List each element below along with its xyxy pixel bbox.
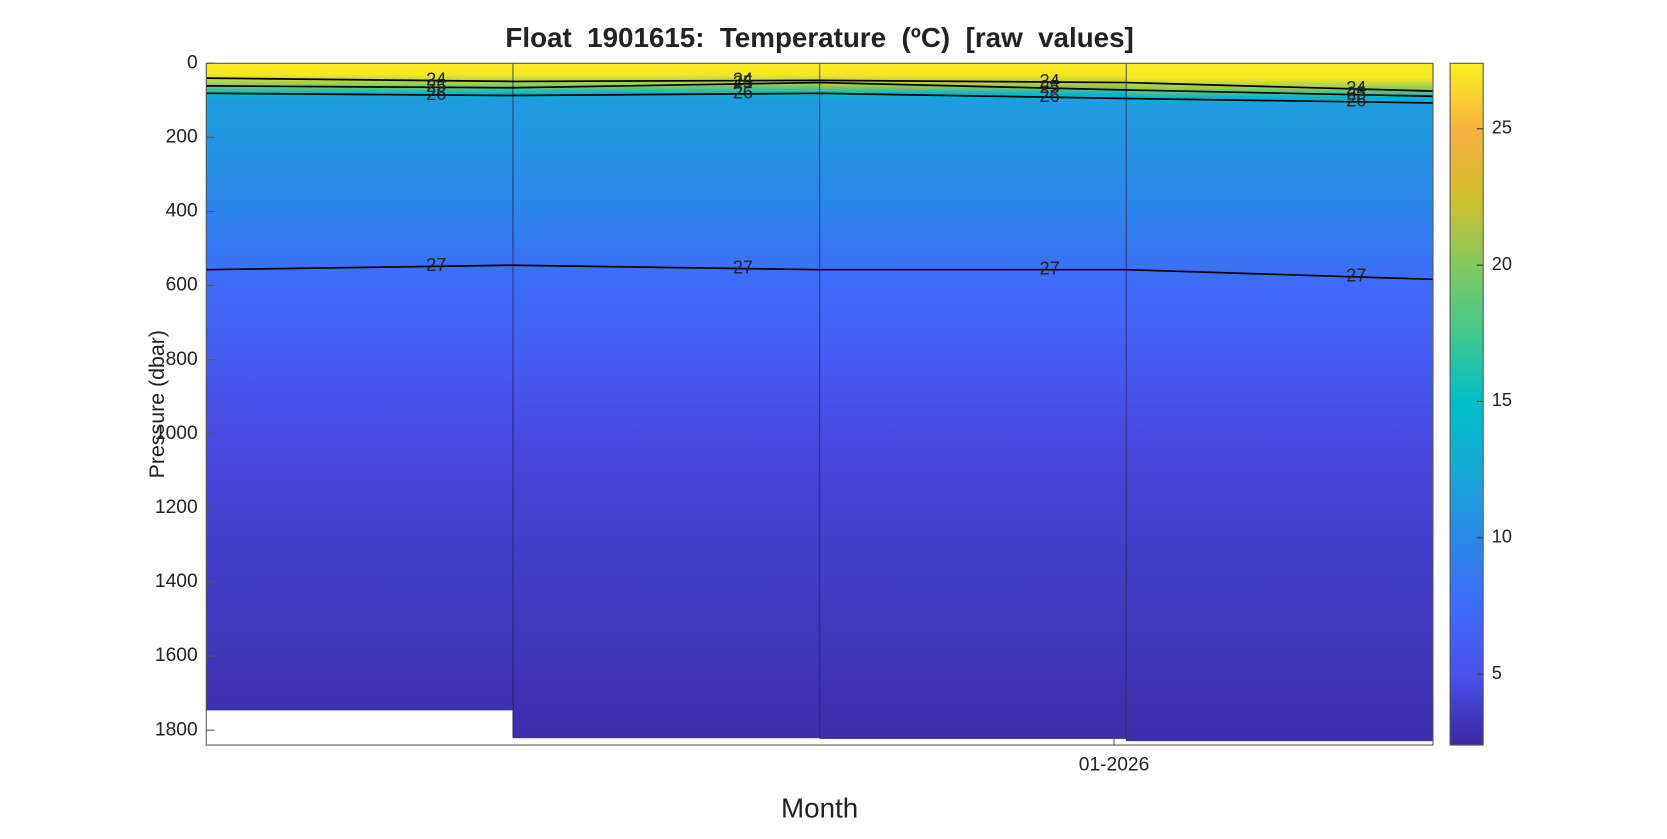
contour-line: [206, 92, 1433, 104]
contour-label: 27: [1346, 266, 1366, 286]
profile-band: [512, 211, 820, 287]
profile-band: [819, 211, 1127, 287]
colorbar-tick-label: 5: [1492, 663, 1502, 683]
colorbar-tick-label: 15: [1492, 390, 1512, 410]
profile-band: [512, 433, 820, 509]
y-tick-label: 0: [187, 52, 198, 73]
contour-label: 26: [1346, 91, 1366, 111]
chart-title: Float 1901615: Temperature (ºC) [raw val…: [505, 22, 1133, 53]
profile-band: [512, 285, 820, 361]
profile-band: [206, 285, 513, 361]
y-tick-label: 1600: [155, 645, 198, 666]
profile-band: [206, 63, 513, 75]
contour-label: 24: [426, 69, 446, 89]
colorbar-tick-label: 25: [1492, 118, 1512, 138]
profile-band: [819, 63, 1127, 75]
profile-band: [1126, 656, 1433, 742]
profile-band: [206, 507, 513, 583]
contour-label: 26: [426, 84, 446, 104]
y-tick-label: 1000: [155, 423, 198, 444]
profile-band: [512, 507, 820, 583]
profile-band: [819, 656, 1127, 739]
profile-band: [819, 92, 1127, 101]
y-tick-label: 1400: [155, 571, 198, 592]
profile-band: [206, 656, 513, 711]
contour-line: [206, 81, 1433, 98]
colorbar-tick-label: 20: [1492, 254, 1512, 274]
profile-band: [819, 507, 1127, 583]
contour-label: 27: [426, 255, 446, 275]
contour-label: 26: [733, 83, 753, 103]
profile-band: [512, 85, 820, 94]
profile-band: [206, 85, 513, 94]
profile-band: [206, 433, 513, 509]
profile-band: [1126, 63, 1433, 79]
contour-line: [206, 264, 1434, 281]
y-tick-label: 1800: [155, 719, 198, 740]
profile-band: [206, 582, 513, 657]
profile-band: [819, 74, 1127, 87]
profile-band: [1126, 78, 1433, 90]
contour-label: 25: [733, 73, 753, 93]
contour-line: [206, 77, 1434, 92]
profile-band: [206, 92, 513, 101]
profile-band: [512, 582, 820, 657]
contour-label: 25: [1040, 77, 1060, 97]
y-tick-label: 1200: [155, 497, 198, 518]
profile-band: [1126, 582, 1433, 657]
y-axis-label: Pressure (dbar): [145, 330, 169, 478]
profile-band: [819, 359, 1127, 435]
plot-frame: [205, 62, 1434, 746]
profile-band: [819, 100, 1127, 138]
x-axis-label: Month: [781, 793, 858, 824]
y-tick-label: 200: [166, 126, 198, 147]
profile-band: [1126, 433, 1433, 509]
profile-band: [206, 100, 513, 138]
y-tick-label: 800: [166, 349, 198, 370]
profile-band: [819, 137, 1127, 213]
profile-band: [512, 359, 820, 435]
profile-band: [1126, 285, 1433, 361]
profile-band: [1126, 359, 1433, 435]
profile-band: [512, 137, 820, 213]
profile-band: [819, 285, 1127, 361]
profile-band: [1126, 104, 1433, 138]
x-tick-label: 01-2026: [1079, 754, 1150, 775]
profile-band: [819, 85, 1127, 94]
profile-band: [819, 433, 1127, 509]
profile-band: [1126, 137, 1433, 213]
contour-label: 24: [1346, 78, 1366, 98]
y-tick-label: 400: [166, 201, 198, 222]
contour-label: 27: [733, 257, 753, 277]
profile-band: [512, 656, 820, 739]
contour-label: 25: [1346, 83, 1366, 103]
profile-band: [206, 359, 513, 435]
contour-label: 26: [1040, 86, 1060, 106]
profile-band: [512, 92, 820, 101]
contour-label: 25: [426, 76, 446, 96]
profile-band: [819, 582, 1127, 657]
y-tick-label: 600: [166, 275, 198, 296]
contour-label: 27: [1040, 258, 1060, 278]
profile-band: [206, 211, 513, 287]
contour-label: 24: [1040, 71, 1060, 91]
profile-band: [512, 63, 820, 75]
colorbar: [1449, 62, 1484, 746]
profile-band: [1126, 507, 1433, 583]
profile-band: [206, 137, 513, 213]
profile-band: [512, 100, 820, 138]
colorbar-tick-label: 10: [1492, 527, 1512, 547]
